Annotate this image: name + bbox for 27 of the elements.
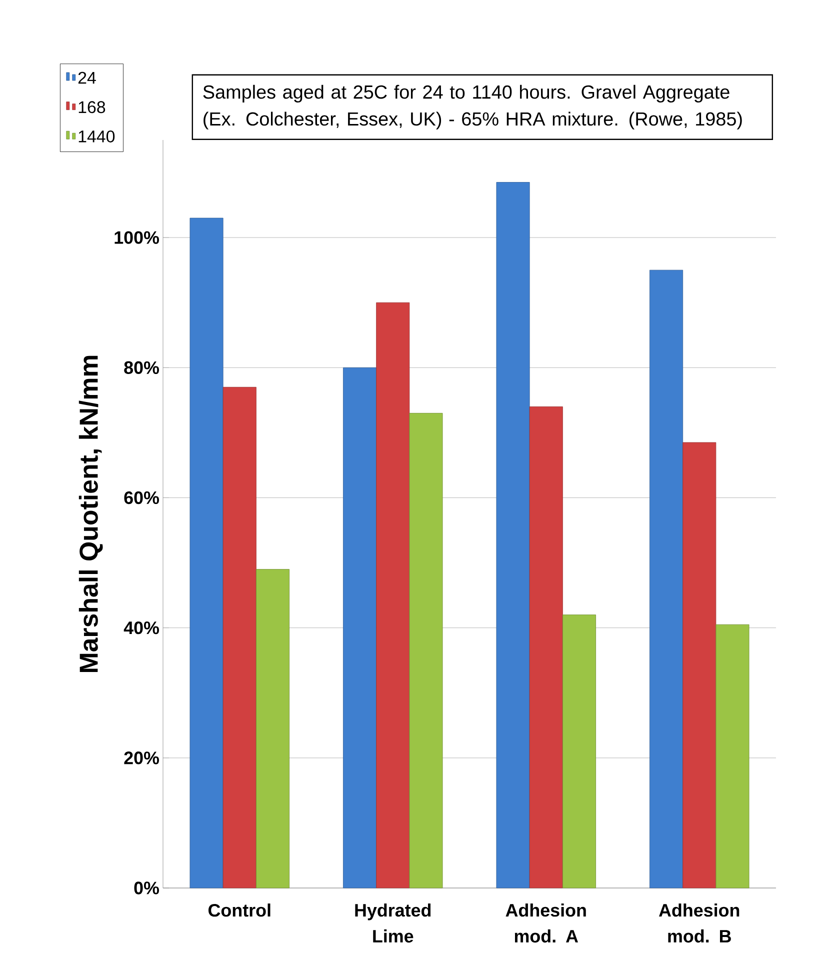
bar xyxy=(682,442,716,888)
text: Samples aged at 25C for 24 to 1140 hours. Gravel Aggregate (Ex. Colchester, Essex, UK) - 65% HRA mixture. (Rowe, 1985) xyxy=(203,84,742,130)
bar xyxy=(342,367,376,888)
bar xyxy=(409,412,443,888)
x-tick-label: Adhesion mod. B xyxy=(658,904,739,943)
bar xyxy=(496,182,530,888)
legend-label: 168 xyxy=(78,101,105,114)
x-tick-label: Adhesion mod. A xyxy=(506,904,586,943)
bar xyxy=(529,406,563,888)
y-tick-label: 0% xyxy=(134,882,159,894)
bar xyxy=(222,386,256,888)
bar xyxy=(376,302,410,888)
y-tick-label: 100% xyxy=(114,231,159,244)
bar xyxy=(716,624,750,888)
x-tick-label: Hydrated Lime xyxy=(355,904,430,943)
legend-label: 24 xyxy=(78,72,96,84)
y-tick-label: 60% xyxy=(124,491,159,504)
x-tick-label: Control xyxy=(208,904,270,917)
bar xyxy=(256,569,290,888)
y-tick-label: 80% xyxy=(124,361,159,374)
y-tick-label: 20% xyxy=(124,752,159,764)
y-axis-title: Marshall Quotient, kN/mm xyxy=(78,356,103,672)
legend-label: 1440 xyxy=(78,130,114,142)
bar xyxy=(562,614,596,888)
y-tick-label: 40% xyxy=(124,621,159,634)
bar xyxy=(649,270,683,888)
bar xyxy=(190,218,224,888)
